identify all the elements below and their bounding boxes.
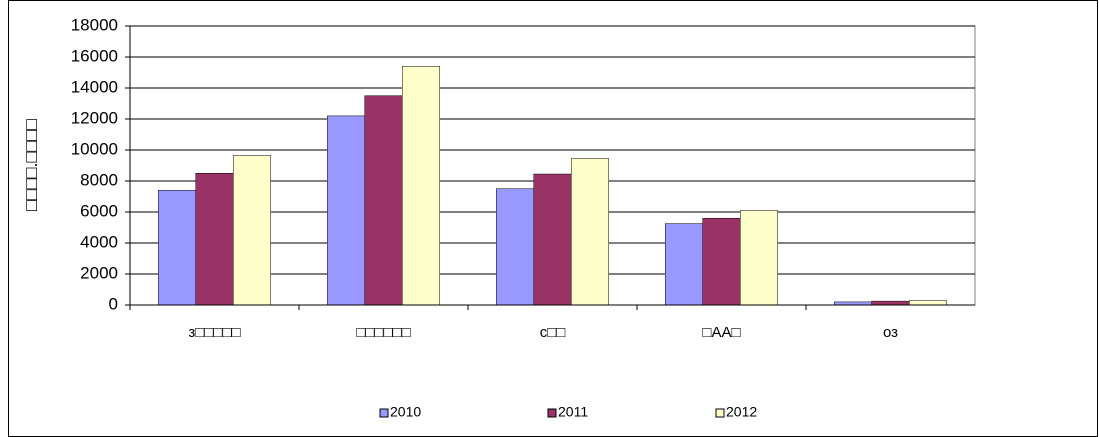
legend-swatch: [715, 408, 725, 418]
bar: [702, 217, 741, 306]
y-tick-label: 10000: [71, 139, 118, 158]
bar: [195, 173, 234, 306]
y-tick-label: 8000: [80, 170, 118, 189]
legend-label: 2012: [726, 404, 757, 420]
y-tick-label: 2000: [80, 263, 118, 282]
y-tick-label: 6000: [80, 201, 118, 220]
y-tick-label: 16000: [71, 46, 118, 65]
bar: [871, 300, 910, 306]
legend-swatch: [547, 408, 557, 418]
legend-label: 2011: [558, 404, 588, 420]
bar: [740, 210, 778, 306]
bar: [364, 95, 403, 306]
bar: [571, 158, 609, 306]
y-tick-label: 12000: [71, 108, 118, 127]
x-tick-label: оз: [883, 324, 898, 341]
bar: [496, 188, 534, 306]
bar: [533, 173, 572, 306]
y-tick-label: 14000: [71, 77, 118, 96]
y-tick-label: 18000: [71, 15, 118, 34]
legend-label: 2010: [390, 404, 421, 420]
y-axis-label: □□□□.□□□□: [21, 119, 41, 211]
x-tick-label: □АА□: [702, 324, 740, 341]
y-tick-label: 0: [109, 294, 118, 313]
bar: [665, 223, 703, 306]
x-tick-label: з□□□□□: [188, 324, 240, 341]
bar: [158, 190, 196, 306]
x-tick-label: с□□: [540, 324, 566, 341]
y-tick-label: 4000: [80, 232, 118, 251]
bar: [402, 66, 440, 306]
x-tick-label: □□□□□□: [356, 324, 410, 341]
bar: [233, 155, 271, 306]
legend-swatch: [379, 408, 389, 418]
bar: [909, 300, 947, 306]
bar: [327, 115, 365, 306]
